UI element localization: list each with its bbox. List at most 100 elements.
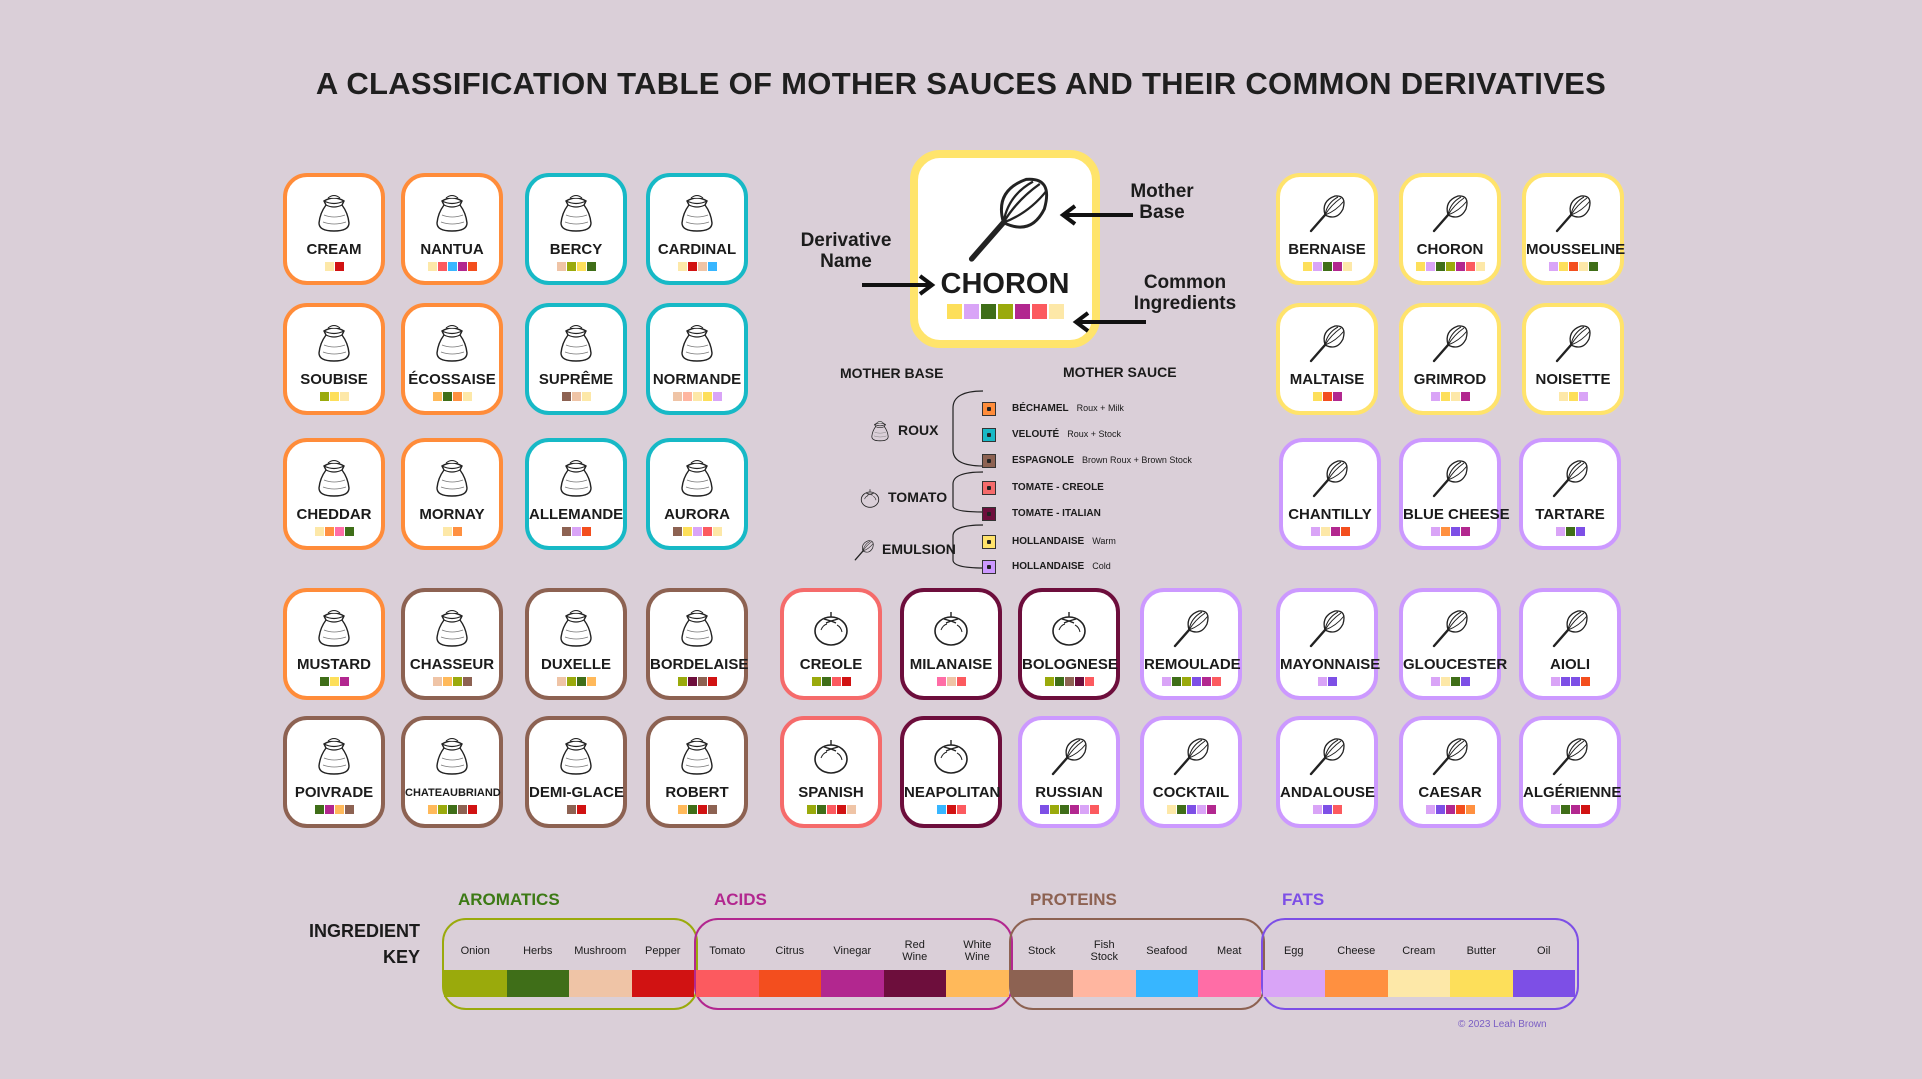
sauce-name: SPANISH xyxy=(798,784,864,801)
swatch-pepper xyxy=(946,805,956,814)
key-item-label: Citrus xyxy=(775,945,805,957)
mother-sauce-name: HOLLANDAISE xyxy=(1012,561,1085,572)
whisk-icon xyxy=(1305,606,1349,650)
swatch-egg xyxy=(1317,677,1327,686)
swatch-pepper xyxy=(707,677,717,686)
ingredient-swatches xyxy=(1022,805,1116,814)
swatch-mushroom xyxy=(432,677,442,686)
page-title: A CLASSIFICATION TABLE OF MOTHER SAUCES … xyxy=(315,66,1607,101)
swatch-cream xyxy=(712,527,722,536)
sauce-tile-grimrod: GRIMROD xyxy=(1399,303,1501,415)
swatch-vinegar xyxy=(339,677,349,686)
sauce-tile-mousseline: MOUSSELINE xyxy=(1522,173,1625,285)
key-color-swatch xyxy=(821,970,884,997)
swatch-herbs xyxy=(576,677,586,686)
tomato-icon xyxy=(1047,606,1091,650)
swatch-meat xyxy=(936,677,946,686)
key-item-label: Mushroom xyxy=(574,945,627,957)
sauce-name: COCKTAIL xyxy=(1152,784,1230,801)
mother-sauce-color-veloute xyxy=(982,428,996,442)
swatch-cream xyxy=(1048,304,1064,319)
swatch-cheese xyxy=(1465,805,1475,814)
whisk-icon xyxy=(1551,191,1595,235)
key-color-swatch xyxy=(506,970,569,997)
swatch-tomato xyxy=(1211,677,1221,686)
sauce-name: AURORA xyxy=(664,506,730,523)
ingredient-swatches xyxy=(405,677,499,686)
sauce-tile-nantua: NANTUA xyxy=(401,173,503,285)
swatch-tomato xyxy=(1465,262,1475,271)
mother-sauce-color-espagnole xyxy=(982,454,996,468)
sauce-name: POIVRADE xyxy=(294,784,374,801)
swatch-oil xyxy=(1327,677,1337,686)
ingredient-swatches xyxy=(784,677,878,686)
swatch-pepper xyxy=(1580,805,1590,814)
flour-sack-icon xyxy=(675,606,719,650)
key-group-fats xyxy=(1260,918,1579,1010)
swatch-citrus xyxy=(1455,805,1465,814)
swatch-herbs xyxy=(1565,527,1575,536)
swatch-red_wine xyxy=(687,677,697,686)
bracket-lines xyxy=(952,390,984,569)
mother-sauce-name: VELOUTÉ xyxy=(1012,429,1060,440)
key-group-proteins xyxy=(1008,918,1265,1010)
key-item-label: Vinegar xyxy=(833,945,872,957)
swatch-pepper xyxy=(836,805,846,814)
sauce-name: CHANTILLY xyxy=(1288,506,1372,523)
swatch-mushroom xyxy=(571,392,581,401)
sauce-name: CHORON xyxy=(1416,241,1484,258)
swatch-stock xyxy=(566,805,576,814)
swatch-vinegar xyxy=(457,262,467,271)
swatch-egg xyxy=(1548,262,1558,271)
ingredient-swatches xyxy=(529,392,623,401)
flour-sack-icon xyxy=(675,456,719,500)
swatch-butter xyxy=(946,304,962,319)
swatch-herbs xyxy=(1435,262,1445,271)
flour-sack-icon xyxy=(430,456,474,500)
swatch-egg xyxy=(1555,527,1565,536)
sauce-tile-chateaubriand: CHATEAUBRIAND xyxy=(401,716,503,828)
swatch-egg xyxy=(1430,392,1440,401)
sauce-name: ROBERT xyxy=(665,784,729,801)
ingredient-swatches xyxy=(1280,677,1374,686)
sauce-name: BOLOGNESE xyxy=(1022,656,1118,673)
swatch-vinegar xyxy=(324,805,334,814)
key-item-label: Onion xyxy=(460,945,490,957)
sauce-name: BORDELAISE xyxy=(650,656,749,673)
flour-sack-icon xyxy=(312,606,356,650)
mother-sauce-row: HOLLANDAISE Cold xyxy=(1012,561,1111,572)
swatch-stock xyxy=(672,527,682,536)
sauce-tile-robert: ROBERT xyxy=(646,716,748,828)
whisk-icon xyxy=(1428,191,1472,235)
swatch-stock xyxy=(457,805,467,814)
swatch-egg xyxy=(571,527,581,536)
key-item-label: Cheese xyxy=(1337,945,1376,957)
mother-sauce-color-tomato_italian xyxy=(982,507,996,521)
tomato-icon xyxy=(809,734,853,778)
key-item-label: Herbs xyxy=(523,945,553,957)
swatch-tomato xyxy=(956,677,966,686)
ingredient-swatches xyxy=(1523,677,1617,686)
swatch-herbs xyxy=(319,677,329,686)
swatch-onion xyxy=(566,677,576,686)
swatch-oil xyxy=(1039,805,1049,814)
swatch-onion xyxy=(1044,677,1054,686)
key-item-label: Red Wine xyxy=(902,939,928,963)
swatch-egg xyxy=(1196,805,1206,814)
swatch-egg xyxy=(1430,677,1440,686)
swatch-egg xyxy=(692,527,702,536)
swatch-pepper xyxy=(687,262,697,271)
sauce-tile-maltaise: MALTAISE xyxy=(1276,303,1378,415)
sauce-tile-caesar: CAESAR xyxy=(1399,716,1501,828)
sauce-name: DEMI-GLACE xyxy=(529,784,624,801)
whisk-icon xyxy=(1548,606,1592,650)
ingredient-swatches xyxy=(1403,527,1497,536)
ingredient-swatches xyxy=(405,527,499,536)
swatch-oil xyxy=(1191,677,1201,686)
sauce-name: CREOLE xyxy=(799,656,863,673)
sauce-tile-neapolitan: NEAPOLITAN xyxy=(900,716,1002,828)
swatch-herbs xyxy=(821,677,831,686)
arrow-icon xyxy=(862,274,936,296)
swatch-red_wine xyxy=(1074,677,1084,686)
swatch-butter xyxy=(329,392,339,401)
